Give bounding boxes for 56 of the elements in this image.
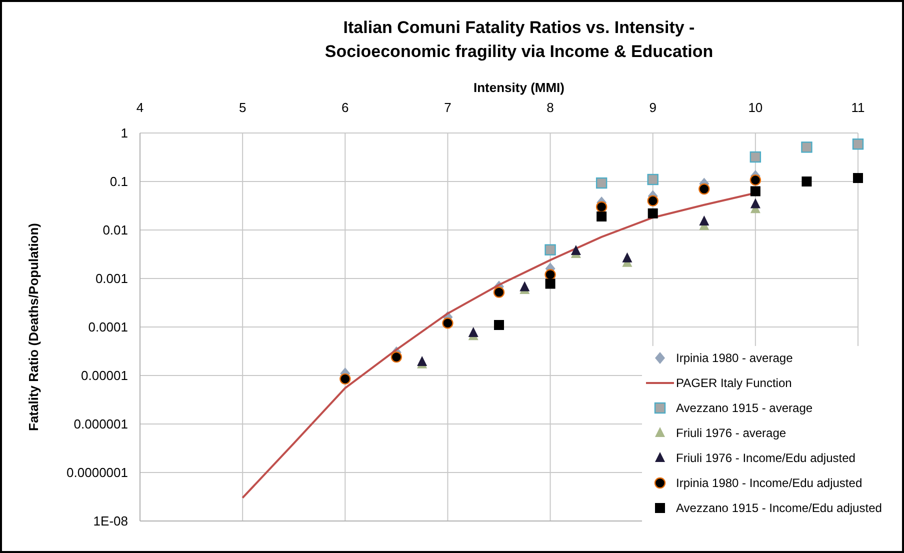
point <box>544 244 556 256</box>
point <box>801 142 812 153</box>
legend-label: Irpinia 1980 - Income/Edu adjusted <box>676 476 862 490</box>
point <box>494 320 504 330</box>
y-tick-label: 1E-08 <box>93 514 128 529</box>
x-tick-label: 10 <box>748 100 763 115</box>
y-tick-label: 0.0000001 <box>66 465 128 480</box>
point <box>853 173 863 184</box>
y-tick-label: 0.1 <box>110 174 128 190</box>
point <box>699 215 710 226</box>
y-tick-label: 1 <box>120 126 128 141</box>
point <box>647 195 658 206</box>
point <box>750 151 762 163</box>
point <box>570 244 581 255</box>
x-tick-label: 7 <box>444 100 452 115</box>
point <box>596 201 608 212</box>
point <box>750 186 760 196</box>
legend-label: Avezzano 1915 - average <box>676 401 813 416</box>
point <box>545 278 556 289</box>
point <box>468 327 478 338</box>
y-tick-label: 0.01 <box>102 222 128 238</box>
legend-label: Friuli 1976 - average <box>676 426 786 440</box>
point <box>390 351 402 363</box>
legend-label: Irpinia 1980 - average <box>676 351 794 366</box>
point <box>750 174 762 186</box>
point <box>442 318 454 329</box>
legend-label: Avezzano 1915 - Income/Edu adjusted <box>676 501 882 516</box>
legend-label: PAGER Italy Function <box>676 376 792 390</box>
point <box>596 211 607 222</box>
y-tick-label: 0.000001 <box>74 416 128 432</box>
y-tick-label: 0.00001 <box>81 368 128 384</box>
legend-label: Friuli 1976 - Income/Edu adjusted <box>676 451 856 466</box>
x-tick-label: 11 <box>851 100 865 115</box>
x-tick-label: 8 <box>546 100 554 115</box>
point <box>852 138 864 150</box>
point <box>493 286 505 298</box>
y-tick-label: 0.0001 <box>88 320 128 335</box>
x-axis-title: Intensity (MMI) <box>474 80 564 95</box>
x-tick-label: 6 <box>342 100 349 115</box>
point <box>417 356 428 366</box>
chart-title: Italian Comuni Fatality Ratios vs. Intensity - Socioeconomic fragility via Income & Education <box>324 18 714 61</box>
point <box>520 281 530 292</box>
point <box>750 198 760 208</box>
point <box>544 269 556 280</box>
point <box>648 208 658 218</box>
y-tick-label: 0.001 <box>95 271 128 286</box>
x-tick-label: 5 <box>238 100 246 115</box>
x-tick-label: 4 <box>136 100 144 115</box>
point <box>596 177 608 189</box>
point <box>647 174 658 186</box>
y-axis-title: Fatality Ratio (Deaths/Population) <box>26 222 41 432</box>
point <box>802 176 812 186</box>
point <box>340 373 351 385</box>
x-tick-label: 9 <box>649 100 656 115</box>
point <box>698 183 710 195</box>
point <box>622 252 632 262</box>
